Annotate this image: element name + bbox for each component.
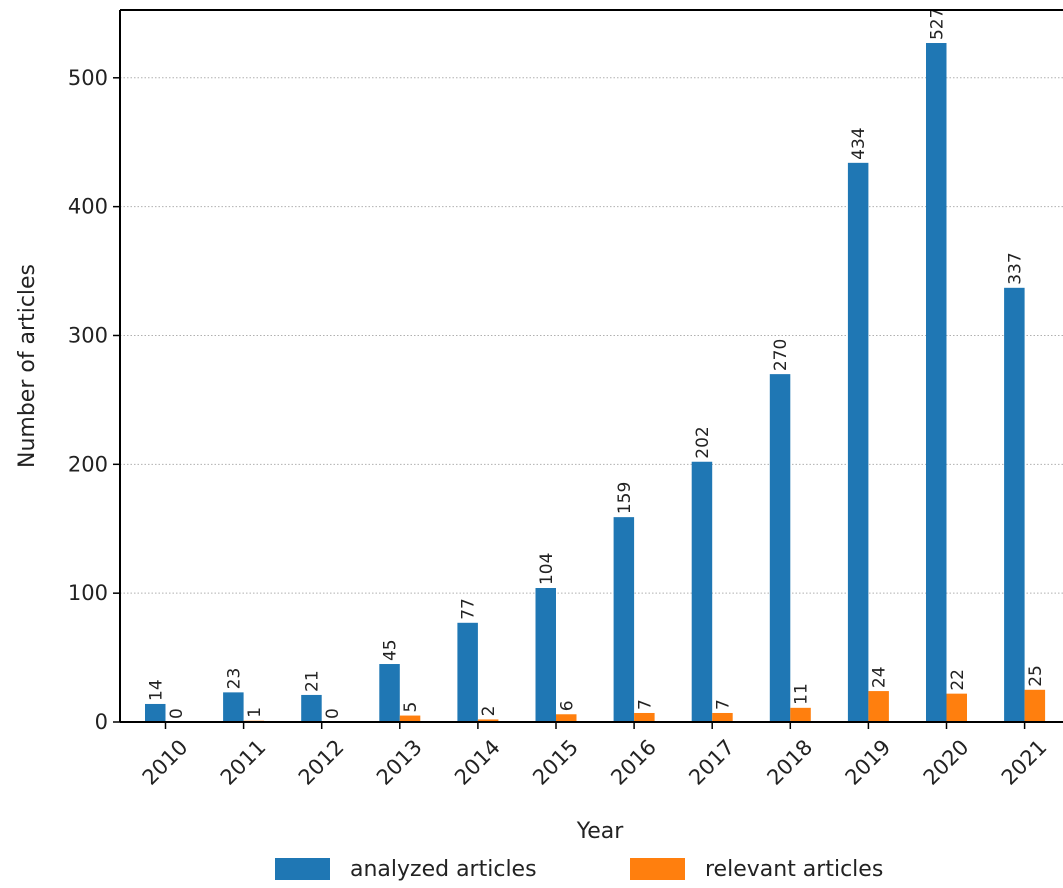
- bar-value-label: 24: [870, 666, 890, 688]
- bar-analyzed-2013: [379, 664, 400, 722]
- x-tick-label: 2021: [997, 735, 1052, 790]
- bar-relevant-2014: [477, 719, 499, 722]
- bar-value-label: 25: [1026, 665, 1046, 687]
- x-tick-label: 2010: [138, 735, 193, 790]
- bar-relevant-2015: [556, 714, 577, 722]
- legend-item-relevant: relevant articles: [630, 854, 883, 884]
- bar-value-label: 77: [459, 598, 479, 620]
- legend-item-analyzed: analyzed articles: [275, 854, 537, 884]
- bar-value-label: 6: [557, 700, 577, 711]
- x-tick-label: 2014: [450, 735, 505, 790]
- bar-value-label: 1: [245, 707, 265, 718]
- bar-value-label: 21: [302, 670, 322, 692]
- y-tick-label: 400: [68, 195, 108, 219]
- y-tick-label: 100: [68, 581, 108, 605]
- axes-group: [119, 9, 1063, 723]
- bar-relevant-2020: [946, 693, 967, 722]
- bar-analyzed-2017: [691, 461, 713, 722]
- grid-lines: [120, 77, 1063, 594]
- x-tick-label: 2015: [528, 735, 583, 790]
- y-tick-label: 200: [68, 452, 108, 476]
- bar-value-label: 14: [146, 679, 166, 701]
- bar-analyzed-2020: [926, 43, 947, 723]
- bar-analyzed-2011: [223, 692, 244, 722]
- bar-value-label: 22: [948, 669, 968, 691]
- bar-relevant-2019: [868, 691, 889, 722]
- x-tick-label: 2016: [606, 735, 661, 790]
- bar-value-label: 23: [224, 668, 244, 690]
- legend-label-relevant: relevant articles: [705, 856, 884, 882]
- bar-relevant-2013: [399, 715, 421, 722]
- x-tick-label: 2017: [684, 735, 739, 790]
- x-tick-label: 2011: [216, 735, 271, 790]
- bar-value-label: 434: [849, 127, 869, 159]
- x-axis-title: Year: [576, 819, 625, 844]
- bar-relevant-2018: [790, 707, 811, 722]
- legend: analyzed articles relevant articles: [0, 852, 1063, 888]
- bars-group: [145, 43, 1046, 723]
- x-tick-label: 2013: [372, 735, 427, 790]
- bar-value-label: 7: [713, 699, 733, 710]
- x-tick-label: 2020: [919, 735, 974, 790]
- bar-analyzed-2018: [769, 374, 791, 722]
- bar-analyzed-2015: [535, 588, 556, 722]
- y-tick-label: 0: [95, 710, 108, 734]
- bar-value-label: 202: [693, 426, 713, 458]
- legend-swatch-relevant: [630, 858, 685, 880]
- bar-analyzed-2010: [145, 703, 166, 722]
- y-tick-label: 300: [68, 323, 108, 347]
- bar-analyzed-2021: [1004, 287, 1025, 722]
- bar-relevant-2021: [1024, 689, 1046, 722]
- x-axis-ticks: 2010 2011 2012 2013 2014 2015 2016 2017 2018 2019…: [138, 722, 1052, 790]
- x-tick-label: 2019: [841, 735, 896, 790]
- bar-value-label: 5: [401, 702, 421, 713]
- bar-analyzed-2014: [457, 622, 478, 722]
- x-tick-label: 2012: [294, 735, 349, 790]
- bar-value-label: 0: [167, 708, 187, 719]
- bar-value-label: 270: [771, 339, 791, 371]
- bar-value-label: 337: [1005, 252, 1025, 284]
- bar-value-label: 7: [635, 699, 655, 710]
- y-tick-label: 500: [68, 66, 108, 90]
- bar-relevant-2017: [712, 712, 733, 722]
- bar-value-label: 104: [537, 553, 557, 585]
- y-axis-ticks: 0 100 200 300 400 500: [68, 66, 120, 734]
- bar-value-label: 45: [381, 639, 401, 661]
- legend-swatch-analyzed: [275, 858, 330, 880]
- bar-relevant-2016: [634, 712, 655, 722]
- bar-analyzed-2019: [847, 162, 869, 722]
- x-tick-label: 2018: [762, 735, 817, 790]
- bar-value-label: 159: [615, 482, 635, 514]
- bar-value-label: 0: [323, 708, 343, 719]
- bar-value-label: 11: [792, 683, 812, 705]
- bar-analyzed-2012: [301, 694, 322, 722]
- y-axis-title: Number of articles: [15, 264, 40, 468]
- bar-analyzed-2016: [613, 517, 635, 722]
- legend-label-analyzed: analyzed articles: [350, 856, 537, 882]
- bar-value-label: 527: [927, 8, 947, 40]
- bar-value-label: 2: [479, 706, 499, 717]
